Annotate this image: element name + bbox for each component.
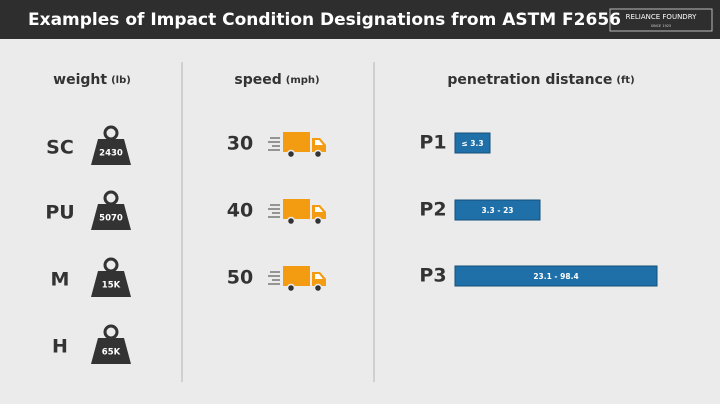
weight-value: 65K — [102, 348, 121, 358]
logo-tagline: SINCE 1925 — [651, 24, 672, 28]
penetration-bar — [454, 132, 491, 154]
weight-value: 15K — [102, 281, 121, 291]
speed-label: 30 — [227, 133, 253, 155]
speed-label: 50 — [227, 267, 253, 289]
truck-cargo — [283, 199, 310, 219]
truck-cargo — [283, 132, 310, 152]
weight-icon: 65K — [91, 324, 131, 364]
wheel — [313, 283, 323, 293]
weight-label: H — [52, 336, 68, 358]
wheel — [313, 149, 323, 159]
truck-window — [315, 140, 323, 145]
logo-name: RELIANCE FOUNDRY — [626, 13, 698, 21]
weight-body — [91, 204, 131, 230]
title: Examples of Impact Condition Designation… — [28, 10, 621, 30]
heading-text: weight — [53, 72, 107, 88]
penetration-bar — [454, 199, 541, 221]
weight-value: 2430 — [99, 149, 123, 159]
wheel — [286, 149, 296, 159]
column-heading: weight (lb) — [53, 72, 131, 88]
weight-body — [91, 271, 131, 297]
heading-unit: (lb) — [111, 75, 131, 86]
heading-unit: (mph) — [286, 75, 320, 86]
weight-icon: 2430 — [91, 125, 131, 165]
penetration-label: P1 — [419, 132, 446, 154]
heading-unit: (ft) — [616, 75, 634, 86]
truck-icon — [268, 266, 326, 293]
truck-window — [315, 207, 323, 212]
penetration-bar — [454, 265, 658, 287]
weight-label: M — [51, 269, 70, 291]
weight-body — [91, 338, 131, 364]
heading-text: penetration distance — [447, 72, 612, 88]
column-heading: penetration distance (ft) — [447, 72, 634, 88]
heading-text: speed — [234, 72, 281, 88]
logo-box — [609, 8, 713, 32]
wheel — [286, 283, 296, 293]
penetration-value: 3.3 - 23 — [481, 206, 513, 215]
weight-value: 5070 — [99, 214, 123, 224]
wheel — [313, 216, 323, 226]
penetration-label: P2 — [419, 199, 446, 221]
weight-icon: 5070 — [91, 190, 131, 230]
truck-icon — [268, 132, 326, 159]
weight-label: SC — [46, 137, 74, 159]
truck-window — [315, 274, 323, 279]
penetration-value: 23.1 - 98.4 — [533, 272, 578, 281]
truck-cargo — [283, 266, 310, 286]
column-heading: speed (mph) — [234, 72, 319, 88]
weight-icon: 15K — [91, 257, 131, 297]
header-bar — [0, 0, 720, 39]
weight-label: PU — [45, 202, 74, 224]
penetration-value: ≤ 3.3 — [461, 139, 483, 148]
penetration-label: P3 — [419, 265, 446, 287]
speed-label: 40 — [227, 200, 253, 222]
weight-body — [91, 139, 131, 165]
truck-icon — [268, 199, 326, 226]
wheel — [286, 216, 296, 226]
